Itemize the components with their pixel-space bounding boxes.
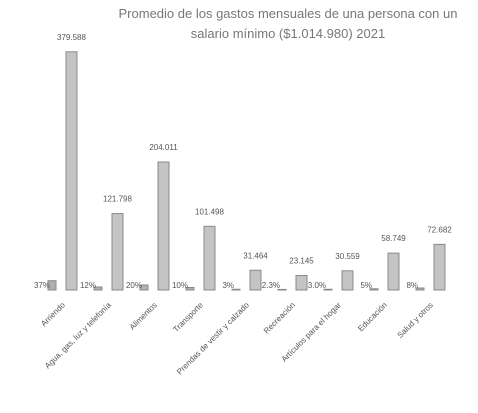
bar <box>341 270 354 291</box>
x-tick-label: Salud y otros <box>396 301 435 340</box>
percent-label: 3% <box>222 281 234 290</box>
value-label: 204.011 <box>149 143 178 152</box>
bar <box>295 274 308 291</box>
bar <box>185 286 195 291</box>
bar <box>369 288 379 291</box>
chart-title: Promedio de los gastos mensuales de una … <box>118 6 458 41</box>
percent-label: 3.0% <box>308 281 326 290</box>
bar <box>249 269 262 291</box>
bar <box>47 280 57 291</box>
bar <box>387 252 400 291</box>
value-label: 58.749 <box>381 234 406 243</box>
bar <box>65 51 78 291</box>
x-tick-label: Transporte <box>171 300 205 334</box>
percent-label: 8% <box>406 281 418 290</box>
value-label: 101.498 <box>195 207 224 216</box>
x-tick-label: Alimentos <box>128 301 159 332</box>
bar <box>415 287 425 291</box>
value-label: 23.145 <box>289 257 314 266</box>
value-label: 72.682 <box>427 226 452 235</box>
bar <box>433 243 446 291</box>
value-label: 379.588 <box>57 33 86 42</box>
bar <box>93 286 103 291</box>
value-label: 30.559 <box>335 252 360 261</box>
percent-label: 5% <box>360 281 372 290</box>
value-label: 121.798 <box>103 195 132 204</box>
bar <box>277 288 287 291</box>
bar <box>203 225 216 291</box>
bar <box>111 213 124 291</box>
bar <box>139 284 149 291</box>
percent-label: 2.3% <box>262 281 280 290</box>
percent-label: 37% <box>34 281 50 290</box>
bar <box>231 288 241 291</box>
x-tick-label: Educación <box>356 301 389 334</box>
bar <box>157 161 170 291</box>
percent-label: 12% <box>80 281 96 290</box>
value-label: 31.464 <box>243 251 268 260</box>
x-tick-label: Recreación <box>262 301 297 336</box>
x-tick-label: Arriendo <box>39 300 67 328</box>
percent-label: 20% <box>126 281 142 290</box>
percent-label: 10% <box>172 281 188 290</box>
bar <box>323 288 333 291</box>
